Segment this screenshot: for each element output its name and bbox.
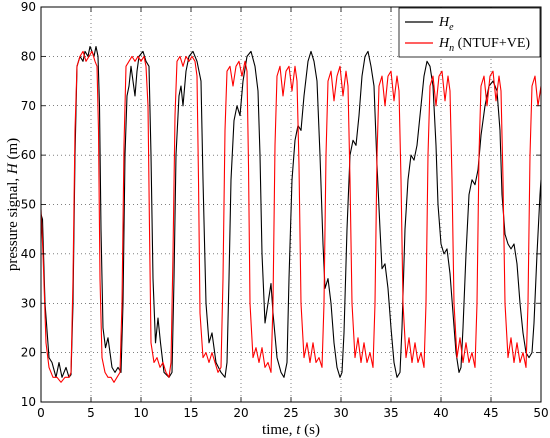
x-tick-label: 20 — [233, 406, 248, 420]
x-tick-label: 10 — [133, 406, 148, 420]
legend-label-he: He — [438, 15, 454, 33]
y-tick-label: 10 — [21, 395, 36, 409]
y-axis-label: pressure signal, H (m) — [5, 138, 21, 271]
x-tick-label: 0 — [37, 406, 45, 420]
y-tick-label: 20 — [21, 346, 36, 360]
y-tick-label: 50 — [21, 198, 36, 212]
x-axis-label: time, t (s) — [262, 422, 320, 438]
y-tick-label: 40 — [21, 247, 36, 261]
x-tick-label: 40 — [433, 406, 448, 420]
y-tick-label: 60 — [21, 148, 36, 162]
x-tick-label: 15 — [183, 406, 198, 420]
y-tick-label: 80 — [21, 49, 36, 63]
x-tick-label: 25 — [283, 406, 298, 420]
x-tick-label: 35 — [383, 406, 398, 420]
tick-layer: 0 5 10 15 20 25 30 35 40 45 50 10 20 30 40 50 60 70 80 90 — [21, 0, 549, 420]
x-tick-label: 45 — [483, 406, 498, 420]
x-tick-label: 5 — [87, 406, 95, 420]
series-line-he — [40, 45, 542, 378]
y-tick-label: 90 — [21, 0, 36, 14]
series-layer — [40, 45, 542, 383]
series-line-hn — [40, 50, 542, 383]
y-tick-label: 70 — [21, 99, 36, 113]
legend-box — [398, 7, 541, 58]
x-tick-label: 30 — [333, 406, 348, 420]
x-tick-label: 50 — [533, 406, 548, 420]
legend-label-hn: Hn (NTUF+VE) — [438, 36, 530, 54]
y-tick-label: 30 — [21, 296, 36, 310]
legend: He Hn (NTUF+VE) — [398, 7, 541, 58]
